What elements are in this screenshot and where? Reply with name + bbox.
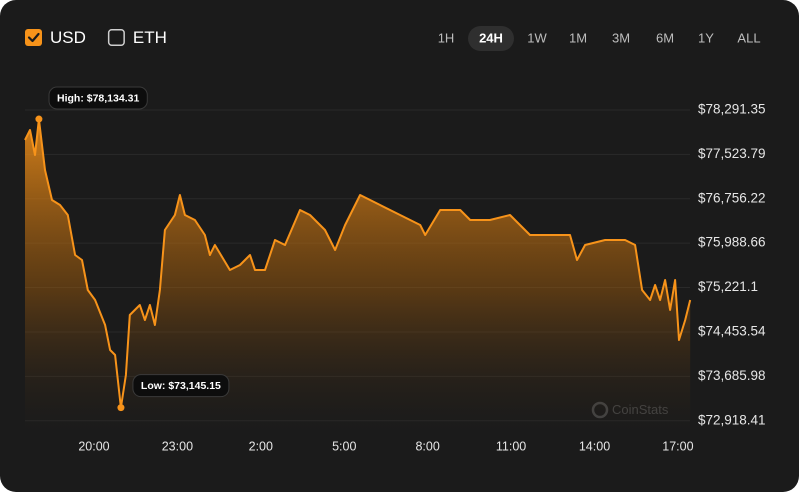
- y-tick-label: $78,291.35: [698, 102, 766, 117]
- x-tick-label: 8:00: [415, 439, 439, 453]
- range-label: 1W: [527, 30, 547, 45]
- x-tick-label: 17:00: [662, 439, 693, 453]
- range-label: 1M: [569, 30, 587, 45]
- range-label: ALL: [737, 30, 760, 45]
- extreme-point: [35, 115, 43, 123]
- annotation: Low: $73,145.15: [132, 374, 230, 398]
- checkmark: [27, 32, 40, 43]
- range-label: 1H: [438, 30, 455, 45]
- range-button[interactable]: 1H: [438, 30, 455, 45]
- x-tick-label: 2:00: [249, 439, 273, 453]
- currency-label: USD: [50, 28, 86, 47]
- y-tick-label: $74,453.54: [698, 324, 766, 339]
- y-tick-label: $77,523.79: [698, 146, 766, 161]
- range-button[interactable]: 24H: [468, 26, 514, 51]
- checkbox-checked: [25, 29, 42, 46]
- y-tick-label: $73,685.98: [698, 368, 766, 383]
- annotation-bg: [48, 86, 148, 110]
- price-area: [25, 119, 691, 432]
- y-tick-label: $76,756.22: [698, 190, 766, 205]
- controls: USD ETH 1H 24H 1W 1M 3M 6M 1Y ALL: [25, 26, 761, 51]
- range-button[interactable]: ALL: [737, 30, 760, 45]
- range-label: 6M: [656, 30, 674, 45]
- currency-toggle[interactable]: USD: [25, 28, 86, 47]
- range-label: 1Y: [698, 30, 714, 45]
- range-button[interactable]: 1M: [569, 30, 587, 45]
- x-tick-label: 14:00: [579, 439, 610, 453]
- range-button[interactable]: 6M: [656, 30, 674, 45]
- range-selected-bg: [468, 26, 514, 51]
- range-label: 3M: [612, 30, 630, 45]
- range-button[interactable]: 1W: [527, 30, 547, 45]
- currency-toggle[interactable]: ETH: [107, 28, 167, 47]
- x-tick-label: 5:00: [332, 439, 356, 453]
- x-tick-label: 20:00: [78, 439, 109, 453]
- annotation-bg: [132, 374, 230, 398]
- range-button[interactable]: 3M: [612, 30, 630, 45]
- y-tick-label: $75,988.66: [698, 235, 766, 250]
- annotation: High: $78,134.31: [48, 86, 148, 110]
- extreme-point: [117, 404, 125, 412]
- x-tick-label: 11:00: [496, 439, 526, 453]
- currency-label: ETH: [133, 28, 167, 47]
- price-line: [24, 118, 692, 409]
- x-tick-label: 23:00: [162, 439, 193, 453]
- y-tick-label: $72,918.41: [698, 412, 766, 427]
- y-tick-label: $75,221.1: [698, 279, 758, 294]
- annotation-text: Low: $73,145.15: [141, 380, 221, 392]
- checkbox: [107, 29, 125, 46]
- range-label: 24H: [479, 30, 503, 45]
- annotation-text: High: $78,134.31: [57, 92, 139, 104]
- range-button[interactable]: 1Y: [698, 30, 714, 45]
- plot: $78,291.35 $77,523.79 $76,756.22 $75,988.66…: [24, 86, 766, 453]
